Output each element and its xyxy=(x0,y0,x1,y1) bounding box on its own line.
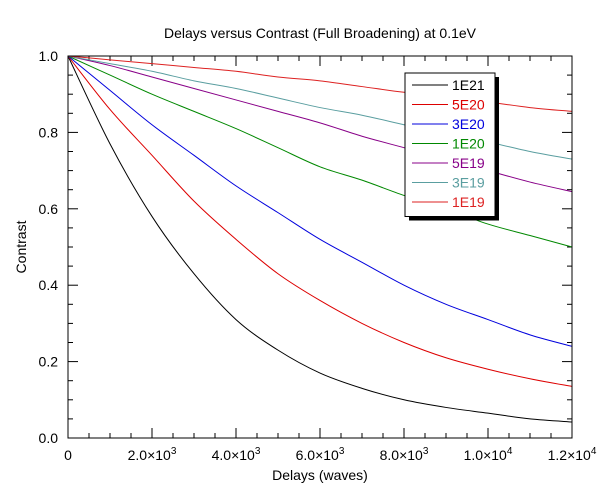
legend-label: 1E19 xyxy=(452,194,485,210)
x-tick-label: 2.0×103 xyxy=(128,446,177,463)
legend-label: 3E20 xyxy=(452,116,485,132)
legend: 1E21 5E20 3E20 1E20 5E19 3E19 1E19 xyxy=(404,72,499,221)
y-tick-label: 0.0 xyxy=(39,430,59,446)
y-tick-label: 0.6 xyxy=(39,201,59,217)
x-tick-label: 0 xyxy=(64,447,72,463)
x-tick-label: 1.2×104 xyxy=(548,446,597,463)
axis-ticks xyxy=(67,55,573,439)
legend-label: 5E20 xyxy=(452,97,485,113)
series-line-1e21 xyxy=(67,55,573,423)
legend-label: 1E20 xyxy=(452,136,485,152)
x-tick-label: 8.0×103 xyxy=(380,446,429,463)
x-axis-label: Delays (waves) xyxy=(272,467,368,483)
x-tick-label: 1.0×104 xyxy=(464,446,513,463)
legend-box xyxy=(404,72,496,217)
axis-tick-labels: 0 2.0×103 4.0×103 6.0×103 8.0×103 1.0×104 1.2×… xyxy=(39,48,597,463)
plot-frame xyxy=(67,55,573,439)
y-tick-label: 1.0 xyxy=(39,48,59,64)
x-tick-label: 6.0×103 xyxy=(296,446,345,463)
legend-label: 5E19 xyxy=(452,155,485,171)
series-line-3e20 xyxy=(67,55,573,347)
y-tick-label: 0.4 xyxy=(39,277,59,293)
legend-label: 3E19 xyxy=(452,175,485,191)
x-tick-label: 4.0×103 xyxy=(212,446,261,463)
y-tick-label: 0.8 xyxy=(39,124,59,140)
series-line-5e20 xyxy=(67,55,573,387)
y-axis-label: Contrast xyxy=(13,220,29,273)
chart-title: Delays versus Contrast (Full Broadening)… xyxy=(164,25,477,41)
legend-label: 1E21 xyxy=(452,77,485,93)
y-tick-label: 0.2 xyxy=(39,354,59,370)
series-line-1e20 xyxy=(67,55,573,248)
